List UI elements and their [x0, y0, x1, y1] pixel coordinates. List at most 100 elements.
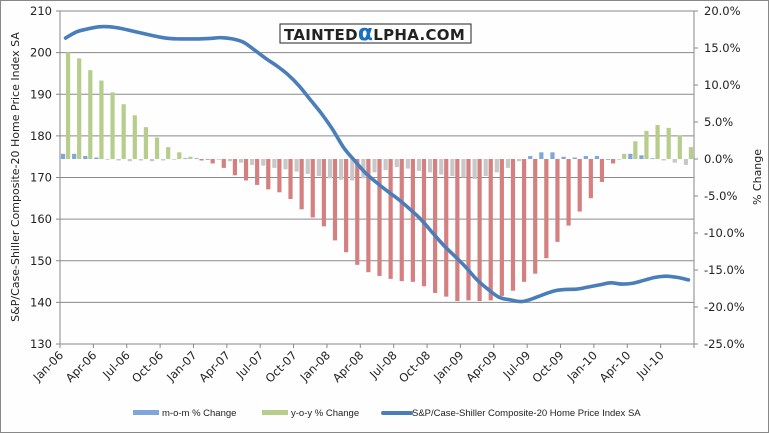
- gridlines: [60, 10, 694, 303]
- bar-yoy: [544, 159, 549, 259]
- right-tick-label: -5.0%: [704, 189, 737, 203]
- x-tick-label: Jan-06: [30, 348, 66, 384]
- bar-mom: [450, 159, 455, 177]
- bar-mom: [283, 159, 288, 170]
- bar-mom: [628, 153, 633, 159]
- bar-mom: [539, 152, 544, 159]
- right-tick-label: 10.0%: [704, 78, 741, 92]
- bar-yoy: [599, 159, 605, 182]
- x-tick-label: Jul-06: [99, 348, 133, 382]
- bar-mom: [272, 159, 277, 168]
- bar-yoy: [466, 159, 471, 301]
- bar-mom: [494, 159, 499, 173]
- bar-mom: [394, 159, 399, 168]
- bar-yoy: [154, 137, 160, 159]
- legend-label-mom: m-o-m % Change: [162, 408, 236, 419]
- bar-yoy: [166, 147, 171, 159]
- bar-yoy: [243, 159, 249, 181]
- bar-mom: [194, 158, 199, 160]
- bar-mom: [528, 156, 533, 159]
- bar-yoy: [110, 92, 115, 159]
- x-tick-label: Apr-06: [63, 348, 100, 385]
- bar-mom: [672, 159, 677, 163]
- bar-yoy: [288, 159, 293, 199]
- bar-mom: [305, 159, 310, 174]
- bar-mom: [483, 159, 488, 177]
- x-tick-label: Jan-10: [564, 348, 600, 384]
- x-tick-label: Oct-06: [129, 348, 166, 385]
- legend: m-o-m % Change y-o-y % Change S&P/Case-S…: [133, 408, 641, 419]
- bar-mom: [572, 157, 577, 159]
- left-tick-label: 130: [30, 337, 52, 351]
- bar-yoy: [77, 58, 82, 159]
- bar-mom: [350, 159, 355, 181]
- left-tick-label: 190: [30, 87, 52, 101]
- left-axis-title: S&P/Case-Shiller Composite-20 Home Price…: [9, 32, 22, 322]
- bar-yoy: [688, 147, 694, 159]
- bar-yoy: [677, 135, 682, 159]
- x-tick-label: Jul-09: [500, 348, 534, 382]
- bar-yoy: [65, 52, 71, 159]
- bar-mom: [472, 159, 477, 179]
- right-tick-label: -20.0%: [704, 300, 745, 314]
- bar-mom: [594, 156, 600, 159]
- bar-yoy: [610, 159, 616, 164]
- right-tick-label: 15.0%: [704, 41, 741, 55]
- bar-mom: [639, 155, 644, 159]
- bar-yoy: [266, 159, 271, 190]
- bar-mom: [183, 158, 188, 160]
- bar-mom: [60, 153, 66, 159]
- bar-mom: [94, 157, 99, 159]
- bar-mom: [161, 159, 166, 161]
- bar-yoy: [566, 159, 571, 226]
- x-tick-label: Apr-07: [196, 348, 233, 385]
- bar-mom: [250, 159, 255, 165]
- x-tick-label: Apr-10: [597, 348, 634, 385]
- bar-mom: [339, 159, 344, 180]
- bar-mom: [105, 159, 110, 160]
- bar-series: [60, 52, 694, 302]
- bar-yoy: [255, 159, 260, 185]
- bar-mom: [127, 159, 132, 162]
- x-tick-label: Jan-08: [297, 348, 333, 384]
- bar-mom: [116, 159, 121, 161]
- bar-mom: [461, 159, 466, 178]
- bar-yoy: [143, 127, 149, 159]
- legend-swatch-mom: [133, 410, 159, 415]
- bar-mom: [405, 159, 410, 169]
- right-tick-label: -25.0%: [704, 337, 745, 351]
- bar-yoy: [132, 115, 137, 159]
- bar-yoy: [455, 159, 460, 302]
- bar-yoy: [299, 159, 304, 210]
- bar-yoy: [444, 159, 449, 297]
- bar-mom: [372, 159, 377, 173]
- bar-yoy: [644, 130, 649, 159]
- bar-yoy: [199, 159, 204, 161]
- right-tick-label: 20.0%: [704, 4, 741, 18]
- bar-mom: [294, 159, 299, 172]
- bar-yoy: [555, 159, 560, 242]
- bar-yoy: [377, 159, 382, 276]
- bar-yoy: [399, 159, 404, 282]
- x-tick-label: Jul-07: [233, 348, 267, 382]
- x-tick-label: Jul-10: [633, 348, 667, 382]
- bar-mom: [72, 153, 77, 159]
- bar-yoy: [488, 159, 493, 301]
- bar-mom: [583, 156, 588, 159]
- bar-yoy: [633, 141, 638, 159]
- bar-mom: [661, 159, 666, 161]
- bar-mom: [261, 159, 266, 166]
- bar-yoy: [321, 159, 326, 227]
- index-line: [63, 24, 691, 304]
- bar-yoy: [622, 153, 627, 159]
- bar-mom: [327, 159, 333, 179]
- bar-yoy: [232, 159, 238, 176]
- bar-mom: [561, 156, 566, 159]
- left-tick-label: 140: [30, 295, 52, 309]
- bar-yoy: [655, 124, 660, 159]
- bar-mom: [416, 159, 422, 171]
- bar-yoy: [510, 159, 516, 291]
- watermark-suffix: LPHA.COM: [373, 26, 465, 44]
- bar-mom: [428, 159, 433, 173]
